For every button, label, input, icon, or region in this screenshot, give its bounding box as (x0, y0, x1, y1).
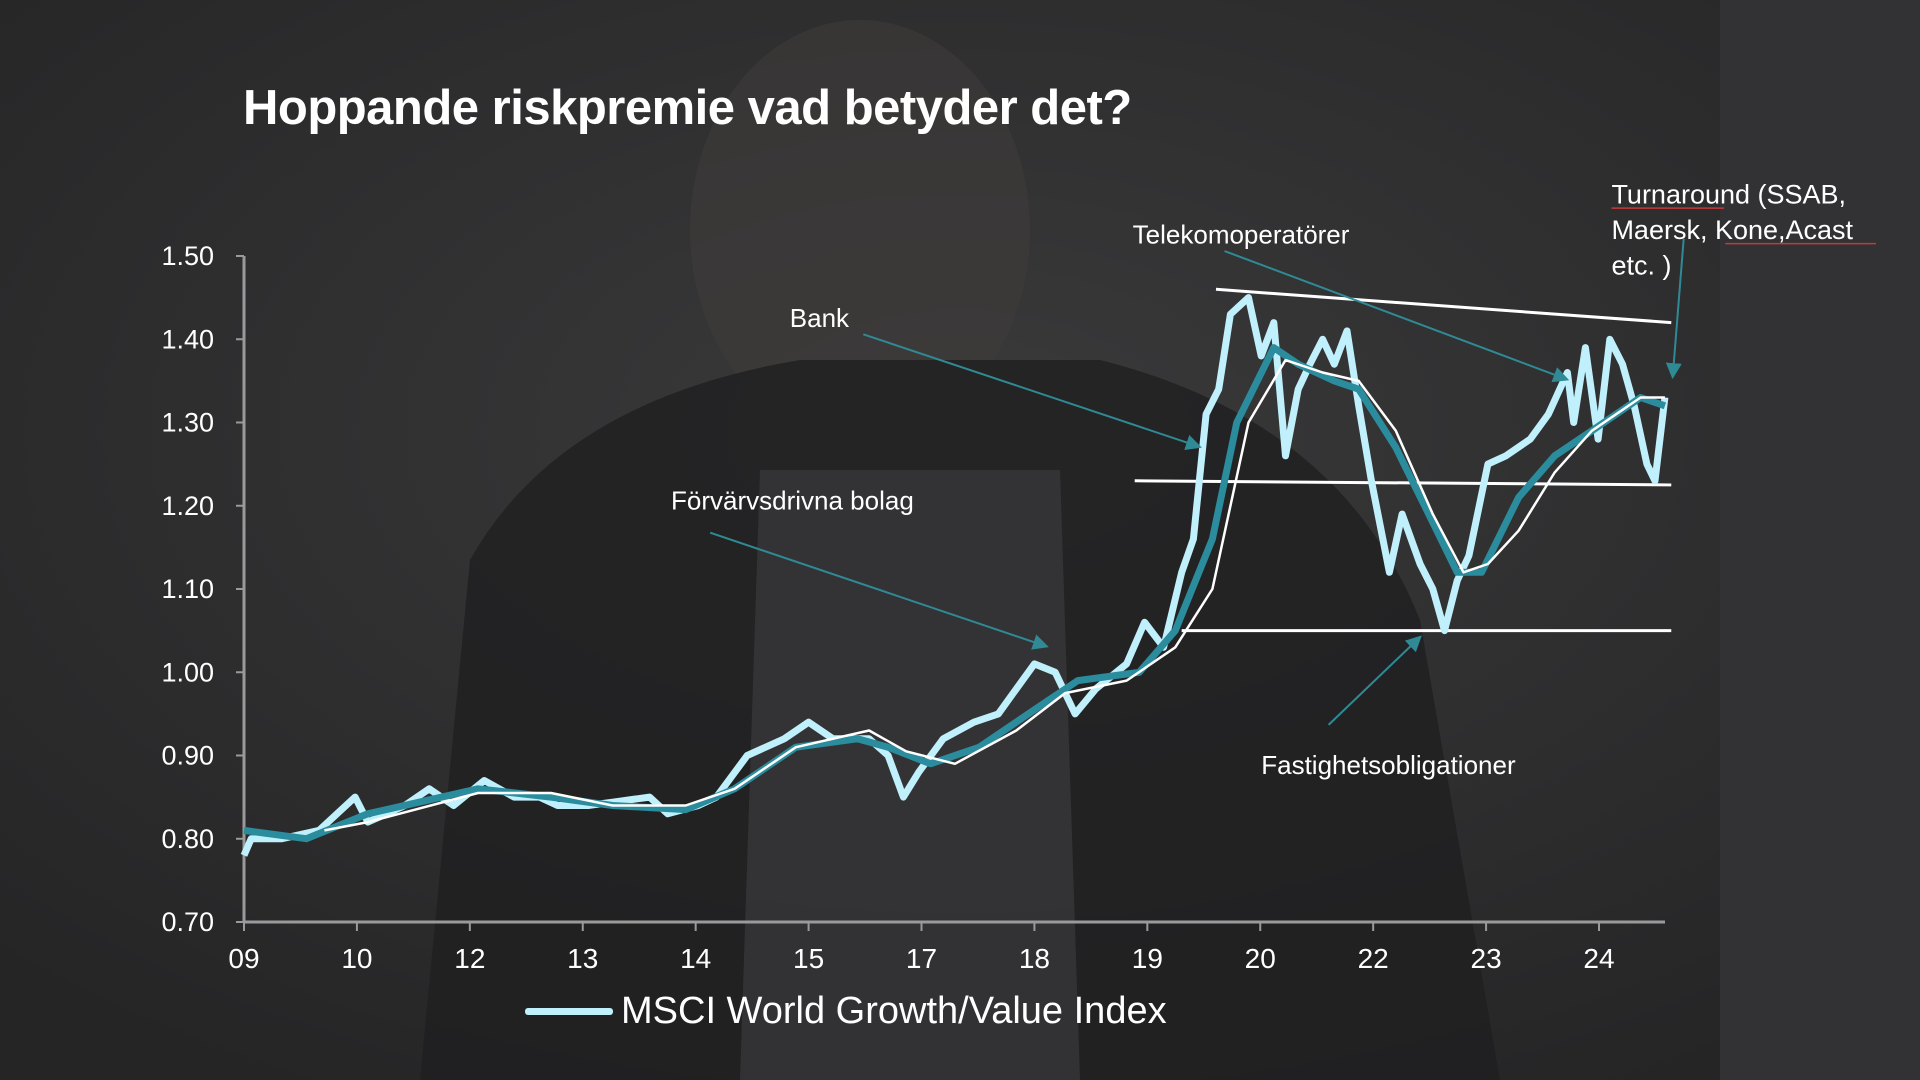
axes: 1.50 1.40 1.30 1.20 1.10 1.00 0.90 0.80 0.70 09 10… (161, 241, 1665, 974)
reference-line (1215, 287, 1672, 325)
y-tick-label: 0.70 (161, 907, 214, 937)
x-tick-label: 15 (793, 943, 824, 974)
y-tick-label: 1.30 (161, 408, 214, 438)
annotation-label: Turnaround (SSAB, (1611, 179, 1846, 209)
x-tick-label: 09 (228, 943, 259, 974)
series-line-2 (324, 358, 1665, 832)
annotation-label: Förvärvsdrivna bolag (671, 485, 914, 515)
slide-title: Hoppande riskpremie vad betyder det? (243, 81, 1132, 135)
y-tick-label: 1.10 (161, 574, 214, 604)
x-tick-label: 13 (567, 943, 598, 974)
x-tick-label: 17 (906, 943, 937, 974)
annotation-arrow (1224, 250, 1570, 383)
legend-label: MSCI World Growth/Value Index (621, 990, 1167, 1032)
x-tick-label: 24 (1583, 943, 1614, 974)
annotation-arrow (1665, 238, 1685, 380)
y-tick-label: 1.40 (161, 324, 214, 354)
annotation-label: Maersk, Kone,Acast (1611, 215, 1853, 245)
x-tick-label: 12 (454, 943, 485, 974)
y-tick-label: 1.00 (161, 657, 214, 687)
x-tick-label: 14 (680, 943, 711, 974)
series-group (240, 294, 1669, 857)
legend-swatch (525, 1008, 613, 1015)
x-tick-label: 22 (1358, 943, 1389, 974)
annotation-label: etc. ) (1611, 250, 1671, 280)
x-tick-label: 19 (1132, 943, 1163, 974)
y-tick-label: 1.50 (161, 241, 214, 271)
annotation-arrow (862, 333, 1202, 451)
annotations: Bank Förvärvsdrivna bolag Telekomoperatöre… (671, 179, 1876, 780)
annotation-arrow (1327, 635, 1422, 726)
y-tick-label: 0.90 (161, 741, 214, 771)
annotation-label: Fastighetsobligationer (1261, 750, 1516, 780)
x-tick-label: 20 (1245, 943, 1276, 974)
y-tick-label: 0.80 (161, 824, 214, 854)
annotation-label: Bank (790, 303, 850, 333)
x-tick-label: 23 (1471, 943, 1502, 974)
x-tick-label: 18 (1019, 943, 1050, 974)
reference-line (1134, 479, 1672, 487)
annotation-label: Telekomoperatörer (1133, 220, 1350, 250)
x-tick-label: 10 (341, 943, 372, 974)
annotation-arrow (709, 531, 1049, 650)
y-tick-label: 1.20 (161, 491, 214, 521)
legend: MSCI World Growth/Value Index (525, 990, 1167, 1033)
